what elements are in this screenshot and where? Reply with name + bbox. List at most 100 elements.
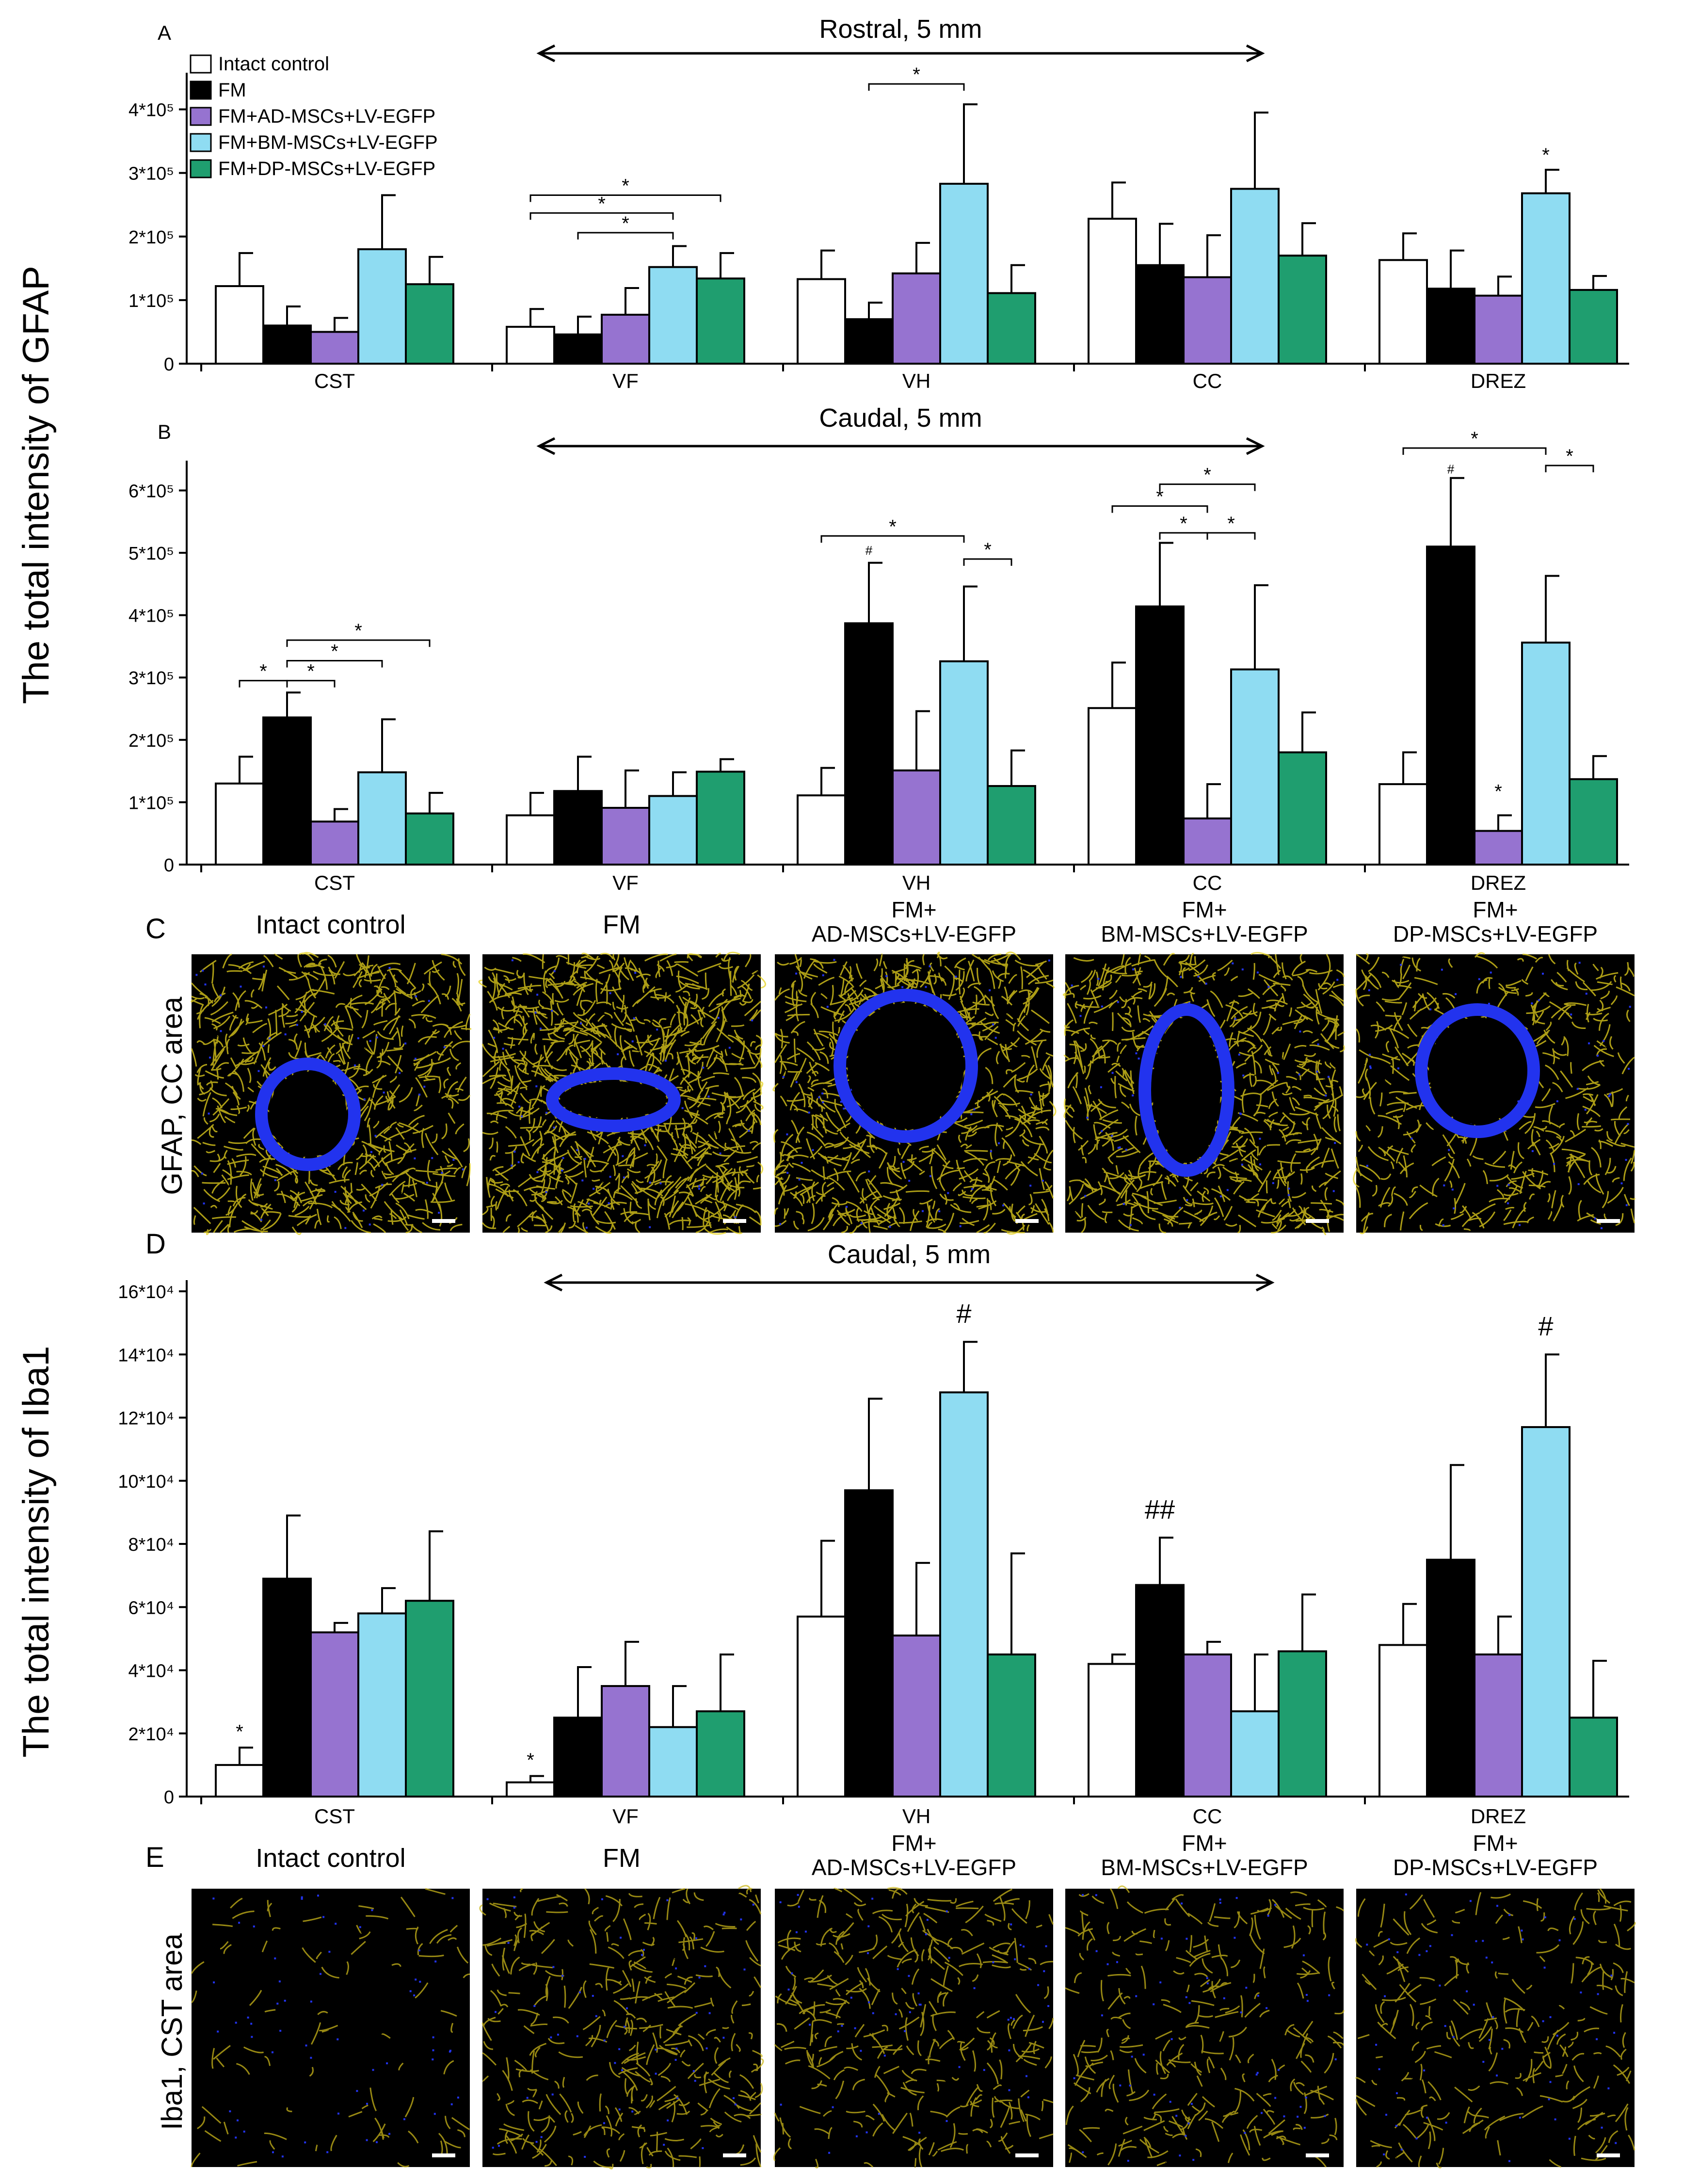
bar bbox=[262, 1577, 312, 1798]
bar bbox=[648, 795, 698, 866]
bar bbox=[1088, 218, 1137, 365]
panel-letter-c: C bbox=[145, 913, 166, 945]
significance-label: * bbox=[913, 64, 920, 85]
bar bbox=[1474, 830, 1523, 866]
bar bbox=[357, 771, 407, 866]
micrograph-title-line2: DP-MSCs+LV-EGFP bbox=[1393, 1855, 1598, 1880]
y-tick-label: 12*10⁴ bbox=[118, 1409, 174, 1429]
y-tick-label: 3*10⁵ bbox=[128, 668, 174, 689]
central-canal-lumen bbox=[848, 1003, 964, 1129]
y-tick-label: 6*10⁴ bbox=[128, 1598, 174, 1618]
scale-bar bbox=[1015, 1219, 1039, 1223]
bar bbox=[1088, 1663, 1137, 1798]
category-label: CST bbox=[314, 871, 355, 894]
bar bbox=[553, 1717, 603, 1798]
significance-label: * bbox=[1156, 486, 1164, 508]
bar bbox=[987, 292, 1036, 365]
y-tick-label: 4*10⁵ bbox=[128, 100, 174, 121]
significance-label: * bbox=[622, 213, 629, 234]
y-tick-label: 4*10⁵ bbox=[128, 606, 174, 626]
significance-mark: * bbox=[1542, 145, 1550, 166]
bar bbox=[987, 1653, 1036, 1798]
significance-mark: # bbox=[956, 1298, 971, 1329]
y-tick-label: 5*10⁵ bbox=[128, 544, 174, 564]
significance-label: * bbox=[1203, 465, 1211, 486]
bar bbox=[892, 1634, 941, 1798]
significance-label: * bbox=[1566, 446, 1573, 467]
bar bbox=[1569, 1717, 1618, 1798]
gfap-axis-title: The total intensity of GFAP bbox=[16, 266, 57, 704]
bar bbox=[357, 248, 407, 365]
significance-label: * bbox=[598, 193, 606, 214]
category-label: CC bbox=[1193, 369, 1222, 392]
significance-label: * bbox=[354, 620, 362, 642]
panel-letter-b: B bbox=[158, 420, 171, 443]
bar bbox=[1183, 276, 1232, 365]
micrograph-background bbox=[775, 1889, 1053, 2167]
significance-label: * bbox=[307, 661, 315, 682]
central-canal-ependyma bbox=[546, 1067, 681, 1132]
micrographs-iba1-cst bbox=[191, 1885, 1636, 2169]
bar bbox=[1426, 288, 1475, 365]
bar bbox=[1378, 783, 1428, 866]
stained-fibers bbox=[773, 1887, 1054, 2168]
significance-mark: * bbox=[527, 1750, 534, 1771]
legend-swatch-ad bbox=[190, 107, 212, 126]
bar bbox=[310, 820, 359, 866]
micrograph bbox=[191, 1888, 470, 2168]
micrograph-title-line2: BM-MSCs+LV-EGFP bbox=[1101, 921, 1308, 947]
micrograph-title: FM bbox=[603, 910, 641, 939]
legend-swatch-fm bbox=[190, 80, 212, 100]
bar bbox=[797, 794, 846, 866]
scale-bar bbox=[1597, 2153, 1620, 2157]
significance-label: * bbox=[331, 641, 338, 662]
scale-bar bbox=[1306, 1219, 1329, 1223]
bar bbox=[696, 771, 745, 866]
significance-bracket bbox=[286, 639, 431, 647]
bar bbox=[1521, 1426, 1571, 1798]
category-label: VH bbox=[902, 369, 930, 392]
scale-bar bbox=[1597, 1219, 1620, 1223]
bar bbox=[506, 814, 555, 866]
micrograph-title: Intact control bbox=[256, 910, 405, 939]
bar bbox=[405, 812, 454, 866]
micrograph-background bbox=[1065, 1889, 1344, 2167]
y-tick-label: 2*10⁴ bbox=[128, 1724, 174, 1745]
bar bbox=[844, 318, 894, 365]
bar bbox=[1278, 751, 1327, 866]
bar bbox=[357, 1612, 407, 1798]
significance-label: * bbox=[984, 539, 992, 561]
bar bbox=[262, 716, 312, 866]
bar bbox=[1135, 605, 1185, 866]
scale-bar bbox=[432, 1219, 455, 1223]
bar bbox=[939, 660, 989, 866]
bar bbox=[1474, 1653, 1523, 1798]
micrograph-titles-gfap: Intact control FMFM+AD-MSCs+LV-EGFPFM+BM-… bbox=[256, 897, 1598, 947]
bar bbox=[553, 790, 603, 866]
micrograph-titles-iba1: Intact control FMFM+AD-MSCs+LV-EGFPFM+BM-… bbox=[256, 1831, 1598, 1880]
significance-label: * bbox=[1227, 513, 1235, 534]
arrow-head-left bbox=[536, 44, 556, 63]
stained-fibers bbox=[1065, 1885, 1345, 2168]
significance-mark: * bbox=[236, 1721, 243, 1743]
bar bbox=[1278, 1650, 1327, 1798]
bar bbox=[310, 331, 359, 365]
y-tick-label: 14*10⁴ bbox=[118, 1345, 174, 1365]
central-canal-lumen bbox=[1429, 1017, 1526, 1124]
legend-label-ad: FM+AD-MSCs+LV-EGFP bbox=[218, 106, 435, 127]
y-tick-label: 6*10⁵ bbox=[128, 481, 174, 501]
significance-bracket bbox=[868, 83, 965, 91]
iba1-axis-title: The total intensity of Iba1 bbox=[16, 1346, 57, 1757]
bar bbox=[844, 622, 894, 866]
chart-b-gfap-caudal: Caudal, 5 mm 0 1*10⁵ 2*10⁵ 3*10⁵ 4*10⁵ 5*10⁵ 6*… bbox=[128, 403, 1629, 894]
significance-bracket bbox=[963, 558, 1012, 566]
bar bbox=[892, 769, 941, 866]
bar bbox=[696, 277, 745, 365]
bar bbox=[1378, 259, 1428, 365]
bar bbox=[1521, 192, 1571, 365]
category-label: VF bbox=[612, 1805, 639, 1828]
bar bbox=[601, 806, 650, 866]
bar bbox=[844, 1489, 894, 1798]
bar bbox=[262, 324, 312, 365]
y-tick-label: 3*10⁵ bbox=[128, 164, 174, 184]
